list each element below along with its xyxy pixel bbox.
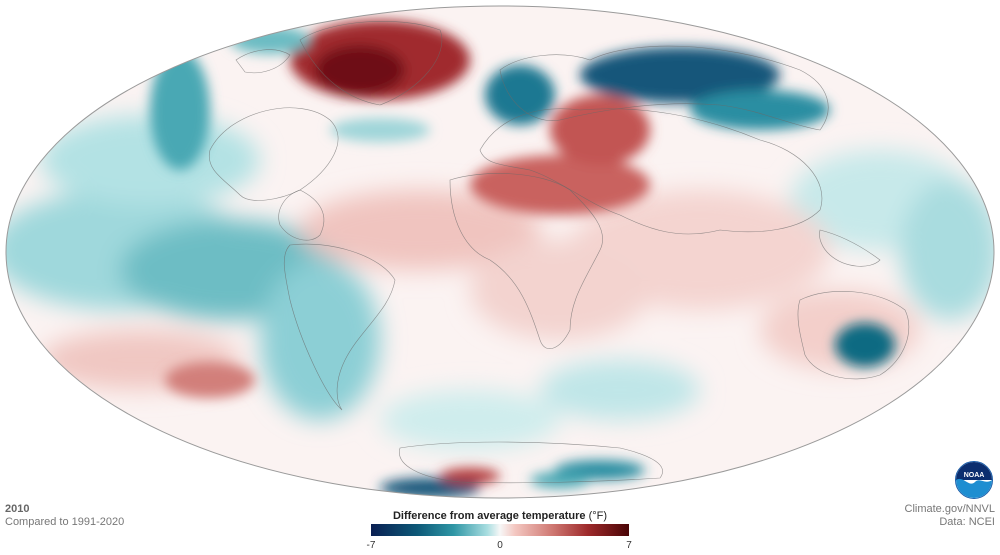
noaa-logo-icon: NOAA (955, 461, 993, 499)
noaa-logo-text: NOAA (964, 472, 985, 479)
legend-title-text: Difference from average temperature (392, 510, 586, 522)
coastlines (208, 20, 910, 484)
legend-min-label: -7 (366, 540, 376, 551)
anomaly-blobs-strong (150, 20, 895, 498)
anomaly-field (6, 6, 994, 498)
temperature-anomaly-map (5, 5, 995, 499)
legend-zero-label: 0 (497, 540, 503, 551)
legend-max-label: 7 (626, 540, 632, 551)
year-label: 2010 (5, 503, 30, 515)
legend-title: Difference from average temperature (°F) (393, 510, 607, 522)
credit-source: Climate.gov/NNVL (904, 503, 995, 515)
credit-data: Data: NCEI (939, 516, 995, 528)
legend-unit: (°F) (588, 510, 608, 522)
color-scale-bar (371, 524, 629, 536)
baseline-label: Compared to 1991-2020 (5, 516, 125, 528)
globe-outline (5, 5, 995, 499)
